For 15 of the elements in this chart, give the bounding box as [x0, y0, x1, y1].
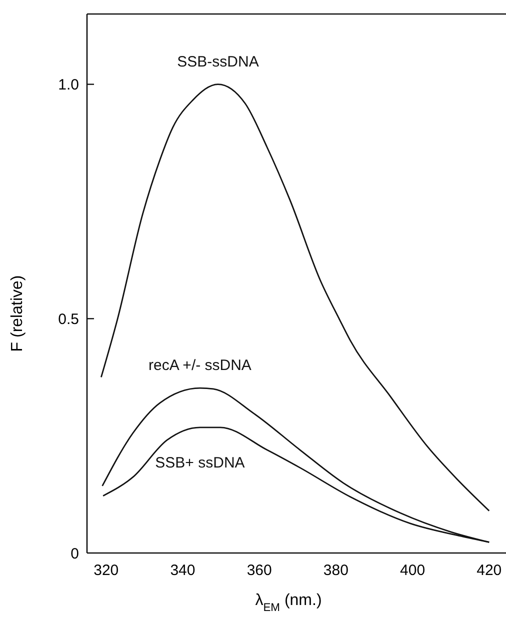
y-axis-title: F (relative) [9, 275, 26, 352]
x-tick-label: 360 [246, 562, 272, 579]
series-label: recA +/- ssDNA [148, 357, 252, 374]
x-tick-label: 340 [170, 562, 196, 579]
x-tick-label: 320 [94, 562, 119, 579]
line-series [100, 84, 490, 512]
x-axis-title: λ$_{EM}$ (nm.) [255, 592, 322, 614]
series-label: SSB+ ssDNA [155, 454, 245, 472]
y-tick-label: 0 [70, 545, 79, 562]
y-tick-label: 1.0 [58, 76, 79, 94]
series-label: SSB-ssDNA [177, 53, 259, 70]
y-tick-label: 0.5 [58, 310, 79, 328]
x-tick-label: 420 [476, 562, 502, 579]
x-tick-label: 380 [323, 562, 348, 579]
x-tick-label: 400 [400, 562, 426, 579]
